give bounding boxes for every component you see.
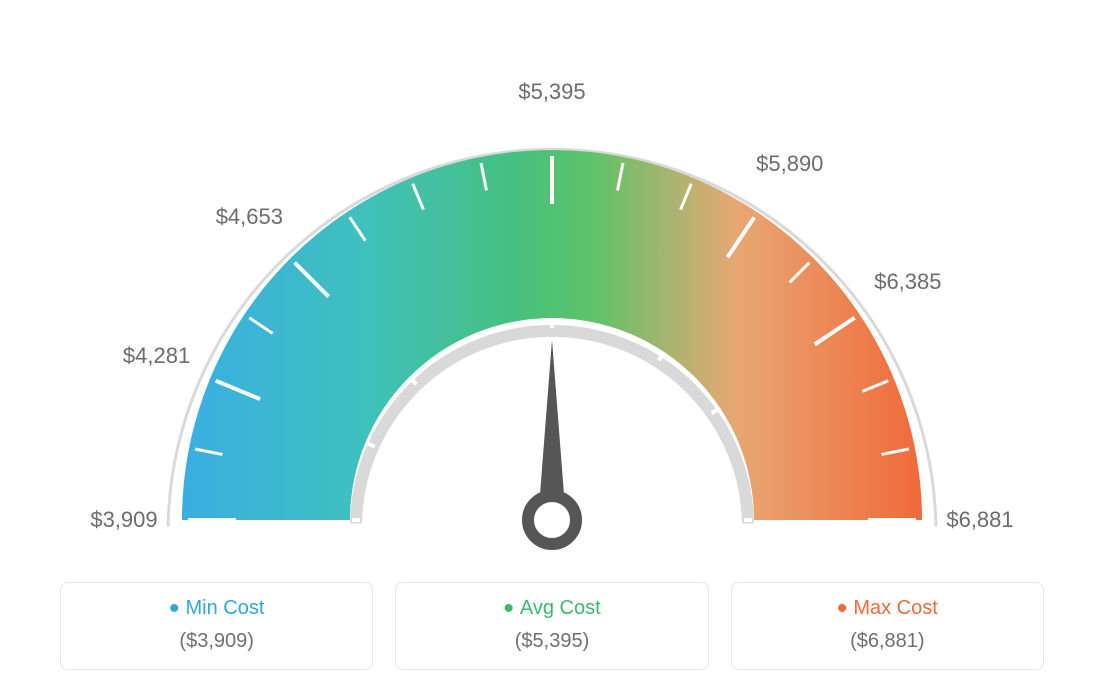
gauge-chart-container: $3,909 $4,281 $4,653 $5,395 $5,890 $6,385 $6,8…: [0, 0, 1104, 690]
legend-min-label: Min Cost: [71, 597, 362, 620]
gauge-tick-label: $5,890: [756, 151, 823, 177]
gauge-area: $3,909 $4,281 $4,653 $5,395 $5,890 $6,385 $6,8…: [0, 0, 1104, 560]
legend-max-label: Max Cost: [742, 597, 1033, 620]
legend-avg-label: Avg Cost: [406, 597, 697, 620]
gauge-tick-label: $3,909: [90, 507, 157, 533]
gauge-tick-label: $4,281: [123, 343, 190, 369]
legend-max-value: ($6,881): [742, 630, 1033, 653]
legend-card-max: Max Cost ($6,881): [731, 582, 1044, 670]
gauge-dial: [82, 50, 1022, 580]
gauge-tick-label: $5,395: [518, 79, 585, 105]
gauge-tick-label: $4,653: [216, 204, 283, 230]
legend-avg-value: ($5,395): [406, 630, 697, 653]
gauge-tick-label: $6,881: [946, 507, 1013, 533]
legend-card-min: Min Cost ($3,909): [60, 582, 373, 670]
legend-min-value: ($3,909): [71, 630, 362, 653]
legend-card-avg: Avg Cost ($5,395): [395, 582, 708, 670]
legend-row: Min Cost ($3,909) Avg Cost ($5,395) Max …: [0, 582, 1104, 670]
gauge-tick-label: $6,385: [874, 269, 941, 295]
